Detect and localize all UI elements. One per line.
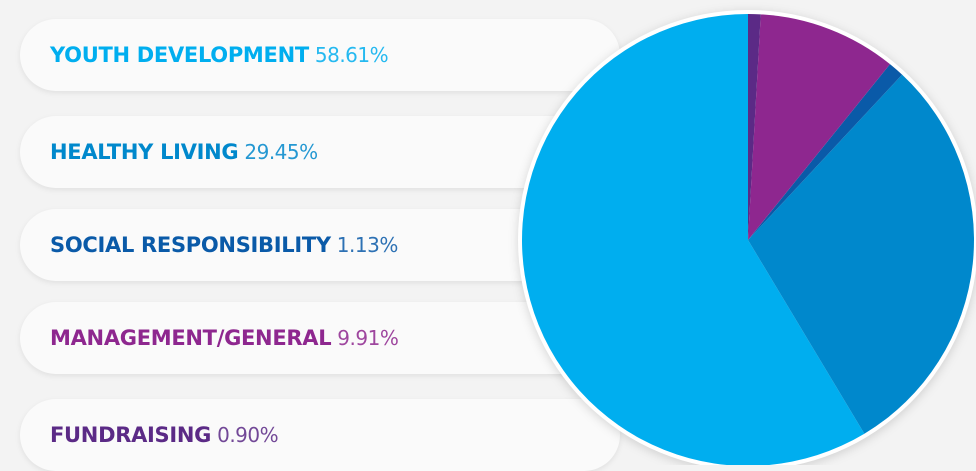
pie-slice bbox=[748, 14, 761, 240]
value-label: 29.45% bbox=[244, 140, 318, 164]
pie-slice bbox=[748, 14, 890, 240]
slices bbox=[522, 14, 975, 465]
pie-slice bbox=[748, 74, 975, 434]
legend-item: FUNDRAISING 0.90% bbox=[20, 399, 620, 471]
legend-item: YOUTH DEVELOPMENT 58.61% bbox=[20, 19, 620, 91]
value-label: 58.61% bbox=[314, 43, 389, 67]
legend-item: MANAGEMENT/GENERAL 9.91% bbox=[20, 302, 620, 374]
value-label: 9.91% bbox=[337, 326, 399, 350]
legend-label: FUNDRAISING bbox=[50, 423, 212, 447]
legend-label: HEALTHY LIVING bbox=[50, 140, 239, 164]
legend-label: MANAGEMENT/GENERAL bbox=[50, 326, 332, 350]
pie-slice bbox=[522, 14, 865, 465]
legend-label: SOCIAL RESPONSIBILITY bbox=[50, 233, 331, 257]
legend-label: YOUTH DEVELOPMENT bbox=[50, 43, 309, 67]
value-label: 0.90% bbox=[217, 423, 279, 447]
pie-slice bbox=[748, 64, 903, 241]
legend-item: HEALTHY LIVING 29.45% bbox=[20, 116, 620, 188]
value-label: 1.13% bbox=[336, 233, 399, 257]
